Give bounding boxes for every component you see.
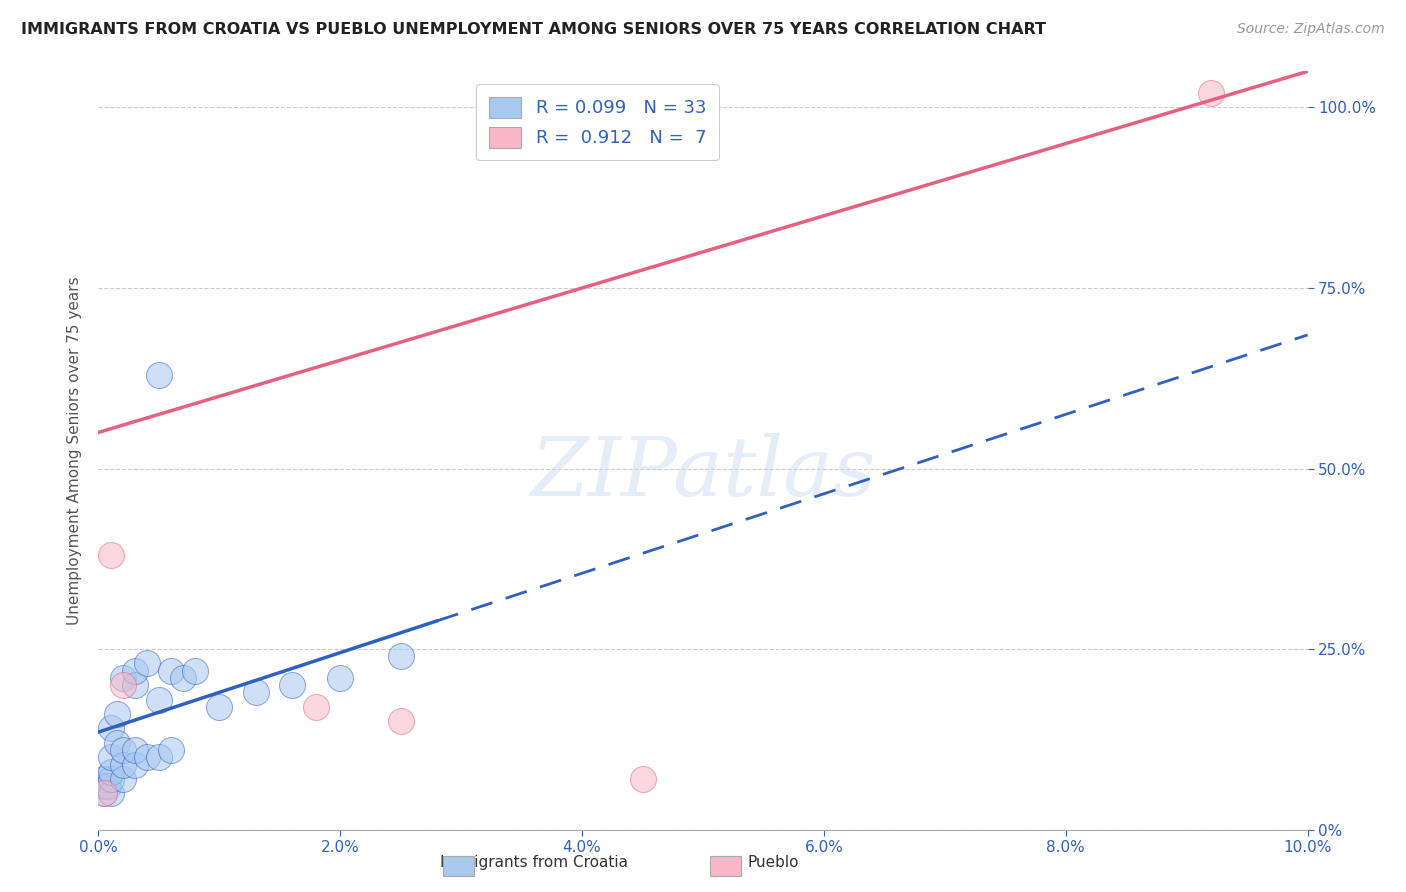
Point (93, 772, 115, 786)
Point (389, 649, 412, 664)
Point (172, 671, 194, 685)
Point (100, 722, 122, 736)
Point (97, 779, 120, 793)
Text: Source: ZipAtlas.com: Source: ZipAtlas.com (1237, 22, 1385, 37)
Text: ZIPatlas: ZIPatlas (530, 434, 876, 513)
Point (111, 757, 134, 772)
Point (148, 750, 170, 764)
Point (160, 743, 183, 757)
Point (124, 743, 146, 757)
Point (184, 664, 207, 678)
Point (111, 671, 134, 685)
Point (135, 750, 157, 764)
Point (281, 678, 304, 692)
Point (111, 678, 134, 692)
Y-axis label: Unemployment Among Seniors over 75 years: Unemployment Among Seniors over 75 years (67, 277, 83, 624)
Point (100, 750, 122, 764)
Point (148, 368, 170, 382)
Point (1199, 86, 1222, 100)
Point (631, 772, 654, 786)
Legend: R = 0.099   N = 33, R =  0.912   N =  7: R = 0.099 N = 33, R = 0.912 N = 7 (477, 84, 718, 161)
Point (100, 772, 122, 786)
Point (305, 699, 328, 714)
Point (100, 548, 122, 562)
Point (93, 787, 115, 801)
Point (124, 664, 146, 678)
Text: Immigrants from Croatia: Immigrants from Croatia (440, 855, 628, 870)
Point (124, 678, 146, 692)
Point (100, 787, 122, 801)
Point (111, 772, 134, 786)
Point (208, 699, 231, 714)
Point (148, 692, 170, 706)
Text: IMMIGRANTS FROM CROATIA VS PUEBLO UNEMPLOYMENT AMONG SENIORS OVER 75 YEARS CORRE: IMMIGRANTS FROM CROATIA VS PUEBLO UNEMPL… (21, 22, 1046, 37)
Point (389, 714, 412, 729)
Point (124, 757, 146, 772)
Point (93, 787, 115, 801)
Point (135, 657, 157, 671)
Point (105, 736, 128, 750)
Point (160, 664, 183, 678)
Text: Pueblo: Pueblo (748, 855, 799, 870)
Point (111, 743, 134, 757)
Point (93, 779, 115, 793)
Point (329, 671, 352, 685)
Point (105, 706, 128, 721)
Point (100, 764, 122, 779)
Point (245, 685, 267, 699)
